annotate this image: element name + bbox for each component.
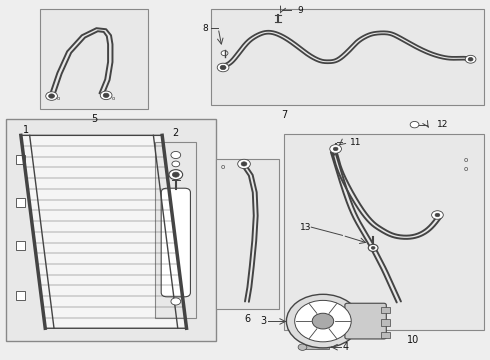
FancyBboxPatch shape: [345, 303, 386, 339]
Bar: [16, 155, 25, 164]
Circle shape: [287, 294, 360, 348]
Circle shape: [49, 94, 54, 98]
Circle shape: [298, 344, 307, 350]
Circle shape: [294, 300, 351, 342]
Text: 8: 8: [203, 24, 208, 33]
Polygon shape: [21, 135, 187, 328]
Text: 11: 11: [350, 138, 361, 147]
Text: 1: 1: [24, 125, 29, 135]
Text: o: o: [57, 96, 60, 101]
Circle shape: [432, 211, 443, 219]
Circle shape: [241, 162, 247, 166]
Text: 2: 2: [172, 128, 179, 138]
Text: o: o: [111, 96, 115, 101]
Bar: [211, 9, 484, 105]
Circle shape: [171, 152, 181, 158]
Circle shape: [410, 121, 419, 128]
Circle shape: [172, 172, 179, 177]
Text: 4: 4: [343, 342, 348, 352]
Circle shape: [103, 93, 109, 98]
Bar: [216, 158, 279, 309]
Circle shape: [333, 147, 338, 151]
Text: 7: 7: [281, 111, 287, 120]
Circle shape: [217, 63, 229, 72]
Bar: [302, 345, 329, 349]
Circle shape: [171, 298, 181, 305]
Bar: [16, 241, 25, 249]
Text: 13: 13: [300, 222, 311, 231]
Bar: [284, 134, 484, 330]
FancyBboxPatch shape: [161, 188, 191, 297]
Text: o: o: [464, 157, 468, 163]
Text: 3: 3: [261, 316, 267, 327]
Circle shape: [100, 91, 112, 100]
Circle shape: [435, 213, 440, 217]
Text: 9: 9: [297, 6, 303, 15]
Circle shape: [465, 55, 476, 63]
Circle shape: [220, 65, 226, 69]
Bar: [381, 332, 390, 338]
Circle shape: [221, 51, 228, 56]
Circle shape: [330, 145, 342, 153]
Circle shape: [46, 92, 57, 100]
Bar: [6, 119, 216, 341]
Text: 5: 5: [91, 114, 97, 124]
Circle shape: [368, 244, 378, 251]
Circle shape: [238, 159, 250, 168]
Circle shape: [172, 161, 180, 167]
Bar: [155, 143, 196, 318]
Bar: [16, 291, 25, 300]
Bar: [40, 9, 147, 109]
Circle shape: [312, 313, 334, 329]
Circle shape: [371, 247, 375, 249]
Text: o: o: [464, 166, 468, 172]
Bar: [16, 198, 25, 207]
Text: 10: 10: [407, 336, 419, 345]
Text: 12: 12: [438, 120, 449, 129]
Circle shape: [169, 170, 183, 180]
Circle shape: [468, 58, 473, 61]
Bar: [381, 319, 390, 326]
Text: o: o: [221, 165, 225, 171]
Text: 6: 6: [245, 314, 250, 324]
Bar: [381, 307, 390, 313]
